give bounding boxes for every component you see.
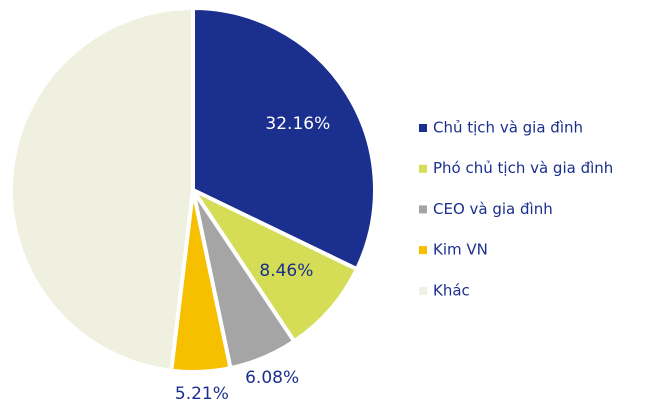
- legend-label: Khác: [433, 281, 470, 299]
- legend-label: Chủ tịch và gia đình: [433, 119, 583, 137]
- legend-label: Kim VN: [433, 241, 488, 259]
- data-label: 5.21%: [175, 384, 229, 402]
- legend-swatch: [419, 246, 427, 255]
- legend-swatch: [419, 286, 427, 295]
- data-label: 32.16%: [265, 114, 330, 134]
- data-label: 8.46%: [259, 261, 313, 281]
- legend-swatch: [419, 205, 427, 214]
- legend-label: Phó chủ tịch và gia đình: [433, 159, 613, 177]
- legend-label: CEO và gia đình: [433, 200, 553, 218]
- pie-slice: [191, 5, 377, 272]
- legend-swatch: [419, 124, 427, 132]
- legend-swatch: [419, 164, 427, 173]
- data-label: 6.08%: [245, 368, 299, 388]
- pie-slice: [9, 5, 195, 373]
